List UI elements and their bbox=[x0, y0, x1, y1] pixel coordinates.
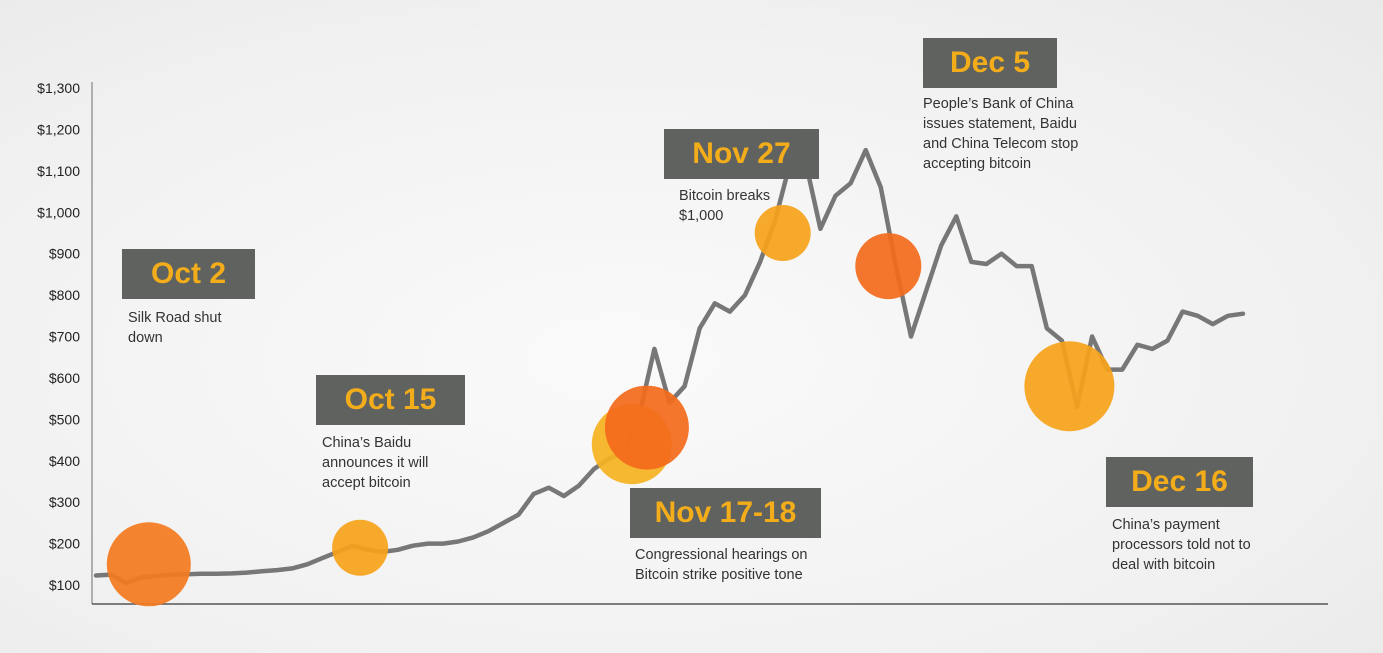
event-bubbles bbox=[106, 205, 1115, 607]
event-bubble bbox=[604, 385, 689, 470]
event-title-dec-16: Dec 16 bbox=[1106, 457, 1253, 507]
y-tick-label: $900 bbox=[49, 246, 80, 262]
event-desc-nov-27: Bitcoin breaks $1,000 bbox=[679, 186, 770, 226]
event-bubble bbox=[754, 205, 811, 261]
event-title-nov-27: Nov 27 bbox=[664, 129, 819, 179]
event-desc-oct-2: Silk Road shut down bbox=[128, 308, 222, 348]
event-title-dec-5: Dec 5 bbox=[923, 38, 1057, 88]
event-title-oct-15: Oct 15 bbox=[316, 375, 465, 425]
event-desc-line: and China Telecom stop bbox=[923, 136, 1079, 152]
event-desc-line: Silk Road shut bbox=[128, 310, 222, 326]
y-tick-label: $400 bbox=[49, 453, 80, 469]
event-title-nov-17-18: Nov 17-18 bbox=[630, 488, 821, 538]
y-tick-label: $1,300 bbox=[37, 80, 80, 96]
event-desc-line: $1,000 bbox=[679, 208, 724, 224]
y-tick-label: $1,100 bbox=[37, 163, 80, 179]
event-desc-line: Bitcoin breaks bbox=[679, 188, 771, 204]
event-desc-line: China’s Baidu bbox=[322, 435, 412, 451]
event-desc-line: down bbox=[128, 330, 163, 346]
event-bubble bbox=[855, 233, 922, 300]
event-desc-line: Bitcoin strike positive tone bbox=[635, 567, 803, 583]
event-desc-line: issues statement, Baidu bbox=[923, 116, 1077, 132]
y-tick-label: $600 bbox=[49, 370, 80, 386]
event-desc-line: announces it will bbox=[322, 455, 429, 471]
event-desc-line: China’s payment bbox=[1112, 517, 1220, 533]
event-title-oct-2: Oct 2 bbox=[122, 249, 255, 299]
y-tick-label: $200 bbox=[49, 536, 80, 552]
y-tick-label: $1,000 bbox=[37, 204, 80, 220]
event-bubble bbox=[106, 522, 191, 607]
y-axis-ticks: $100 $200 $300 $400 $500 $600 $700 $800 $900 $1,0… bbox=[37, 80, 80, 593]
event-desc-dec-5: People’s Bank of China issues statement,… bbox=[923, 94, 1078, 174]
y-tick-label: $100 bbox=[49, 577, 80, 593]
event-bubble bbox=[1024, 341, 1115, 432]
event-desc-line: deal with bitcoin bbox=[1112, 557, 1216, 573]
event-desc-nov-17-18: Congressional hearings on Bitcoin strike… bbox=[635, 545, 808, 585]
event-desc-oct-15: China’s Baidu announces it will accept b… bbox=[322, 433, 428, 493]
event-desc-line: accepting bitcoin bbox=[923, 156, 1032, 172]
y-tick-label: $500 bbox=[49, 411, 80, 427]
event-desc-dec-16: China’s payment processors told not to d… bbox=[1112, 515, 1251, 575]
event-bubble bbox=[332, 519, 389, 576]
event-desc-line: People’s Bank of China bbox=[923, 96, 1074, 112]
y-tick-label: $700 bbox=[49, 329, 80, 345]
event-desc-line: Congressional hearings on bbox=[635, 547, 808, 563]
y-tick-label: $1,200 bbox=[37, 121, 80, 137]
event-desc-line: processors told not to bbox=[1112, 537, 1251, 553]
y-tick-label: $800 bbox=[49, 287, 80, 303]
y-tick-label: $300 bbox=[49, 494, 80, 510]
event-desc-line: accept bitcoin bbox=[322, 475, 411, 491]
